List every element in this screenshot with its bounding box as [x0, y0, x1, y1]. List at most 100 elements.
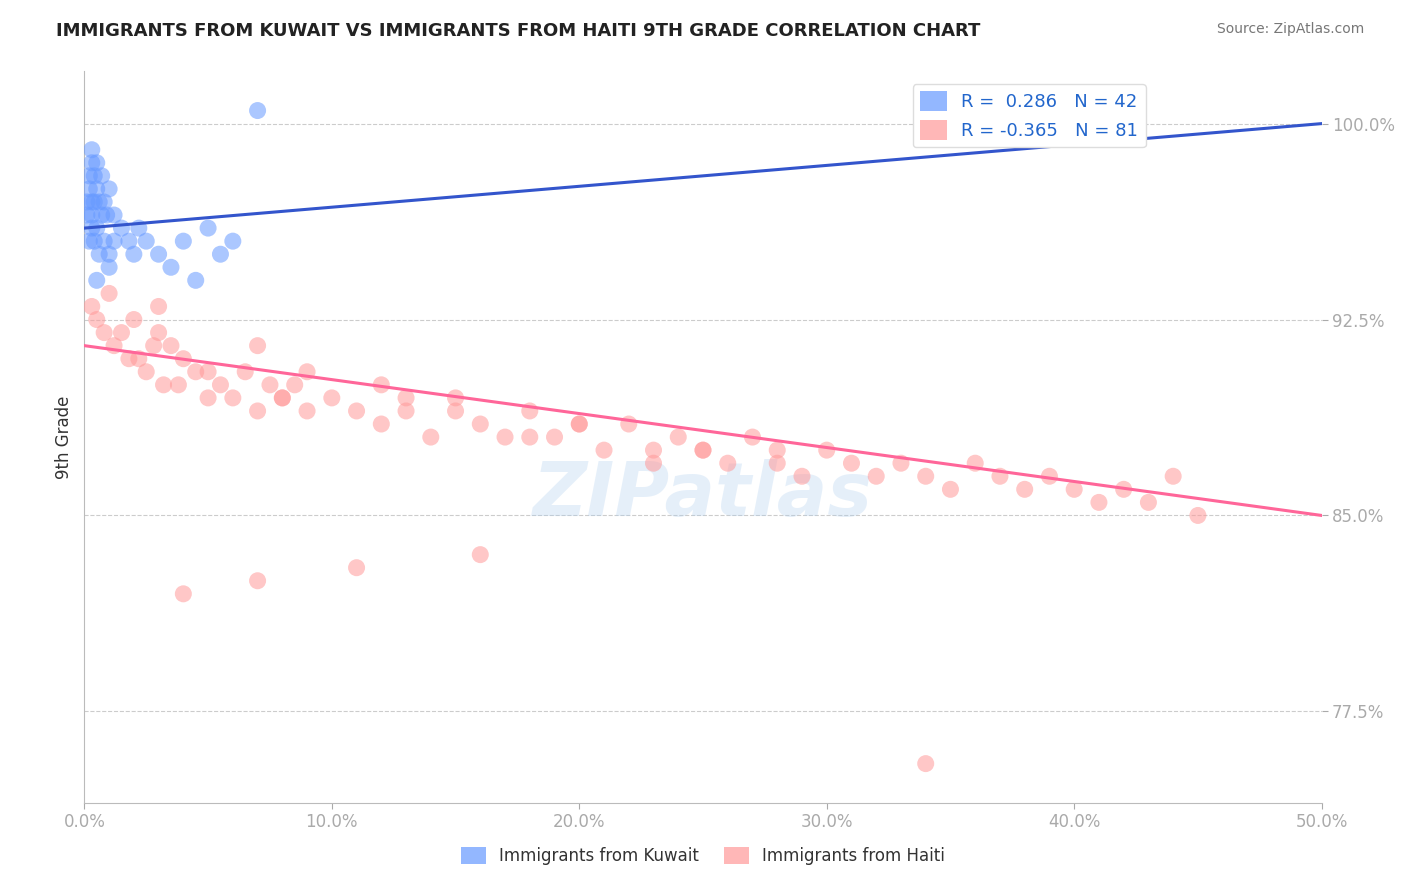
Point: [80, 300, 103, 314]
Point: [543, 430, 565, 444]
Point: [98, 260, 121, 275]
Point: [222, 391, 245, 405]
Point: [80, 143, 103, 157]
Point: [148, 247, 170, 261]
Point: [152, 377, 174, 392]
Point: [79, 169, 101, 183]
Point: [593, 443, 616, 458]
Point: [271, 391, 294, 405]
Point: [79, 234, 101, 248]
Point: [370, 377, 392, 392]
Point: [766, 456, 789, 470]
Legend: R =  0.286   N = 42, R = -0.365   N = 81: R = 0.286 N = 42, R = -0.365 N = 81: [912, 84, 1146, 147]
Point: [122, 247, 145, 261]
Point: [568, 417, 591, 431]
Point: [86, 155, 108, 169]
Point: [965, 456, 987, 470]
Point: [717, 456, 740, 470]
Point: [197, 391, 219, 405]
Point: [103, 339, 125, 353]
Point: [172, 587, 194, 601]
Point: [295, 404, 318, 418]
Point: [766, 443, 789, 458]
Point: [110, 221, 132, 235]
Point: [246, 103, 269, 118]
Point: [90, 169, 112, 183]
Point: [172, 234, 194, 248]
Point: [98, 286, 121, 301]
Point: [184, 365, 207, 379]
Point: [988, 469, 1011, 483]
Point: [790, 469, 813, 483]
Point: [914, 469, 936, 483]
Point: [80, 208, 103, 222]
Point: [79, 182, 101, 196]
Point: [93, 326, 115, 340]
Point: [395, 391, 418, 405]
Point: [568, 417, 591, 431]
Point: [617, 417, 640, 431]
Point: [1088, 495, 1111, 509]
Point: [370, 417, 392, 431]
Point: [110, 326, 132, 340]
Point: [86, 312, 108, 326]
Y-axis label: 9th Grade: 9th Grade: [55, 395, 73, 479]
Point: [444, 391, 467, 405]
Point: [939, 483, 962, 497]
Point: [135, 365, 157, 379]
Text: IMMIGRANTS FROM KUWAIT VS IMMIGRANTS FROM HAITI 9TH GRADE CORRELATION CHART: IMMIGRANTS FROM KUWAIT VS IMMIGRANTS FRO…: [56, 22, 980, 40]
Point: [96, 208, 118, 222]
Point: [83, 234, 105, 248]
Point: [914, 756, 936, 771]
Legend: Immigrants from Kuwait, Immigrants from Haiti: Immigrants from Kuwait, Immigrants from …: [454, 840, 952, 872]
Point: [209, 247, 232, 261]
Point: [741, 430, 763, 444]
Point: [184, 273, 207, 287]
Point: [148, 326, 170, 340]
Point: [86, 182, 108, 196]
Point: [1014, 483, 1036, 497]
Point: [128, 351, 150, 366]
Point: [122, 312, 145, 326]
Point: [246, 404, 269, 418]
Text: ZIPatlas: ZIPatlas: [533, 459, 873, 533]
Point: [1038, 469, 1060, 483]
Point: [135, 234, 157, 248]
Point: [246, 339, 269, 353]
Point: [76, 194, 98, 209]
Text: Source: ZipAtlas.com: Source: ZipAtlas.com: [1216, 22, 1364, 37]
Point: [89, 247, 111, 261]
Point: [118, 351, 141, 366]
Point: [93, 234, 115, 248]
Point: [246, 574, 269, 588]
Point: [172, 351, 194, 366]
Point: [160, 260, 183, 275]
Point: [284, 377, 307, 392]
Point: [692, 443, 714, 458]
Point: [692, 443, 714, 458]
Point: [419, 430, 441, 444]
Point: [83, 194, 105, 209]
Point: [444, 404, 467, 418]
Point: [197, 221, 219, 235]
Point: [643, 456, 665, 470]
Point: [98, 182, 121, 196]
Point: [1161, 469, 1184, 483]
Point: [76, 208, 98, 222]
Point: [80, 194, 103, 209]
Point: [259, 377, 281, 392]
Point: [470, 417, 492, 431]
Point: [103, 208, 125, 222]
Point: [271, 391, 294, 405]
Point: [1112, 483, 1135, 497]
Point: [890, 456, 912, 470]
Point: [494, 430, 516, 444]
Point: [865, 469, 887, 483]
Point: [128, 221, 150, 235]
Point: [1187, 508, 1209, 523]
Point: [519, 404, 541, 418]
Point: [295, 365, 318, 379]
Point: [222, 234, 245, 248]
Point: [815, 443, 838, 458]
Point: [666, 430, 689, 444]
